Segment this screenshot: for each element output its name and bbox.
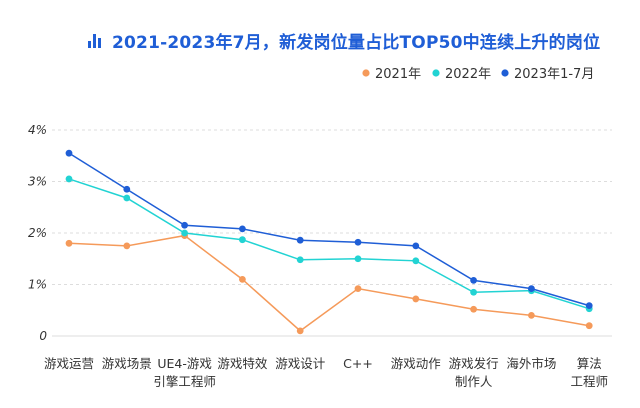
x-tick-label: 游戏发行 (449, 356, 499, 371)
data-point (354, 238, 362, 246)
x-tick-label: 游戏设计 (275, 356, 325, 371)
data-point (296, 256, 304, 264)
x-tick-label: 游戏场景 (102, 356, 152, 371)
data-point (412, 295, 420, 303)
data-point (65, 175, 73, 183)
chart-title: 2021-2023年7月，新发岗位量占比TOP50中连续上升的岗位 (112, 32, 601, 53)
data-point (470, 305, 477, 313)
legend-label: 2021年 (375, 67, 421, 82)
x-tick-label: 引擎工程师 (153, 374, 216, 389)
data-point (412, 257, 420, 265)
x-tick-label: UE4-游戏 (157, 356, 212, 371)
y-tick-label: 3% (28, 175, 47, 189)
data-point (65, 149, 73, 157)
data-point (354, 255, 362, 263)
data-point (239, 275, 246, 283)
data-point (412, 242, 420, 250)
x-tick-label: C++ (343, 356, 373, 371)
x-tick-label: 游戏动作 (391, 356, 442, 371)
data-point (470, 288, 477, 296)
data-point (585, 302, 593, 310)
bar-chart-icon (88, 32, 104, 48)
data-point (354, 285, 362, 293)
data-point (528, 312, 535, 319)
chart-title-block: 2021-2023年7月，新发岗位量占比TOP50中连续上升的岗位 (88, 26, 600, 54)
legend-marker (362, 69, 370, 77)
x-tick-label: 游戏运营 (44, 356, 94, 371)
series-line (68, 178, 590, 310)
x-tick-label: 制作人 (455, 374, 493, 389)
data-point (239, 225, 246, 233)
data-point (65, 239, 73, 247)
y-tick-label: 1% (28, 278, 47, 292)
legend-label: 2023年1-7月 (514, 67, 594, 82)
data-point (123, 194, 131, 202)
series-line (68, 234, 590, 332)
y-tick-label: 4% (28, 123, 47, 137)
legend-marker (501, 69, 509, 77)
series-line (68, 152, 590, 307)
data-point (296, 327, 304, 335)
x-tick-label: 算法 (577, 356, 602, 371)
data-point (181, 221, 189, 229)
data-point (239, 236, 246, 244)
y-tick-label: 0 (39, 329, 47, 343)
data-point (470, 276, 477, 284)
y-tick-label: 2% (28, 226, 47, 240)
legend-marker (432, 69, 440, 77)
data-point (181, 229, 189, 237)
x-tick-label: 游戏特效 (217, 356, 268, 371)
data-point (123, 185, 131, 193)
data-point (123, 242, 131, 250)
data-point (296, 236, 304, 244)
data-point (585, 322, 593, 330)
legend-label: 2022年 (445, 67, 491, 82)
data-point (528, 285, 535, 293)
x-tick-label: 工程师 (570, 374, 608, 389)
x-tick-label: 海外市场 (506, 356, 556, 371)
